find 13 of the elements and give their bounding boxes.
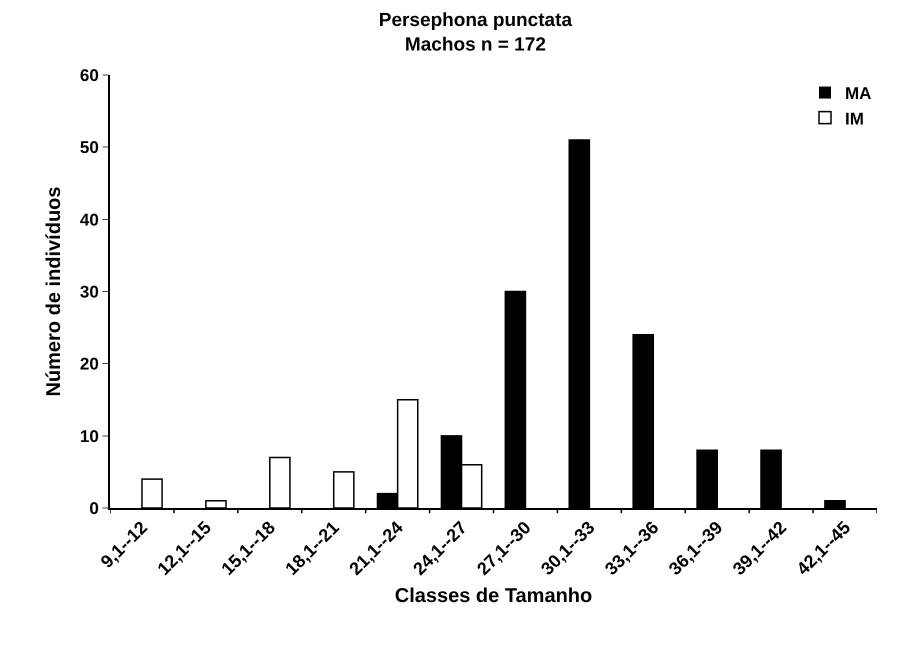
chart-subtitle: Machos n = 172	[404, 34, 546, 56]
y-tick-label: 40	[80, 210, 99, 230]
x-axis-title: Classes de Tamanho	[394, 584, 592, 607]
y-tick-label: 50	[80, 138, 99, 158]
y-tick-label: 20	[80, 354, 99, 374]
legend-label: MA	[845, 84, 872, 104]
legend-label: IM	[845, 109, 864, 128]
chart-title: Persephona punctata	[378, 10, 572, 31]
y-tick-label: 30	[80, 282, 99, 302]
y-tick-label: 0	[89, 498, 99, 518]
y-tick-label: 60	[80, 66, 99, 85]
y-axis-title: Número de indivíduos	[42, 186, 65, 397]
y-tick-label: 10	[80, 426, 99, 446]
